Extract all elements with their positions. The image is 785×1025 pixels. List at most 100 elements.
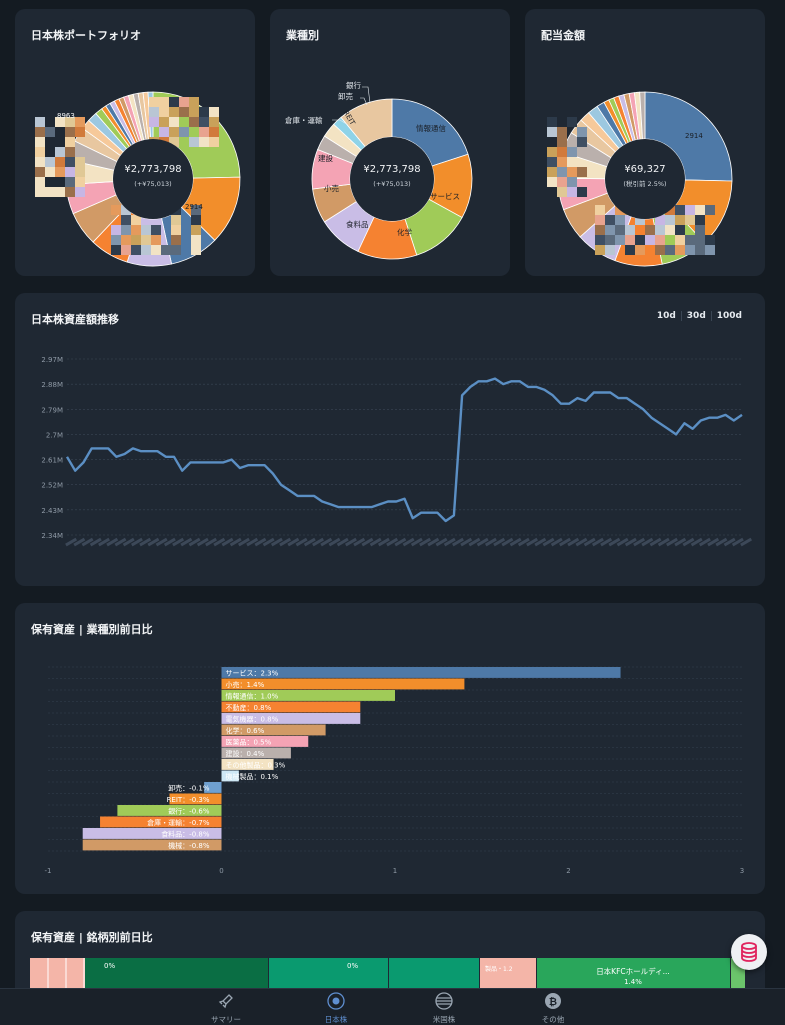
- sector-change-bar[interactable]: [221, 667, 621, 678]
- x-tick-label: [130, 537, 143, 547]
- sector-change-bar[interactable]: [221, 713, 361, 724]
- sector-change-bar[interactable]: [221, 770, 239, 782]
- x-tick-label: [427, 537, 440, 547]
- sector-change-bar[interactable]: [221, 736, 309, 747]
- x-tick-label: [452, 537, 464, 547]
- mosaic-pixel: [615, 235, 625, 245]
- x-tick-label: [633, 537, 646, 547]
- sector-center-sub: (+¥75,013): [373, 180, 410, 188]
- range-30d-button[interactable]: 30d: [680, 311, 711, 321]
- sector-change-bar[interactable]: [204, 782, 222, 793]
- mosaic-pixel: [695, 245, 705, 255]
- mosaic-pixel: [675, 225, 685, 235]
- sector-change-bar[interactable]: [82, 828, 222, 839]
- mosaic-pixel: [65, 177, 75, 187]
- sector-change-bar[interactable]: [221, 759, 274, 770]
- mosaic-pixel: [557, 137, 567, 147]
- x-tick-label: [73, 537, 86, 547]
- sector-change-bar[interactable]: [169, 793, 222, 805]
- range-100d-button[interactable]: 100d: [710, 311, 747, 321]
- history-title: 日本株資産額推移: [31, 313, 119, 326]
- portfolio-center-sub: (+¥75,013): [134, 180, 171, 188]
- mosaic-pixel: [685, 205, 695, 215]
- mosaic-pixel: [655, 245, 665, 255]
- sector-label-service: サービス: [430, 192, 460, 201]
- sector-label-souko: 倉庫・運輸: [285, 115, 323, 125]
- mosaic-pixel: [35, 157, 45, 167]
- mosaic-pixel: [547, 127, 557, 137]
- stock-change-treemap[interactable]: 0% 0% 製品・1.2 日本KFCホールディ... 1.4%: [15, 911, 765, 1001]
- mosaic-pixel: [567, 117, 577, 127]
- sector-change-bar[interactable]: [221, 724, 326, 736]
- portfolio-label-8963: 8963: [57, 112, 75, 120]
- mosaic-pixel: [595, 235, 605, 245]
- mosaic-pixel: [65, 127, 75, 137]
- sector-change-bar[interactable]: [82, 839, 222, 851]
- sector-change-bar[interactable]: [221, 701, 361, 713]
- x-tick-label: [534, 537, 547, 547]
- sector-change-bar[interactable]: [221, 747, 291, 759]
- sector-change-bar[interactable]: [221, 690, 396, 701]
- x-tick-label: [196, 537, 209, 547]
- asset-history-line-chart[interactable]: 2.97M 2.88M 2.79M 2.7M 2.61M 2.52M 2.43M 2.34M: [15, 293, 765, 586]
- sector-change-bar[interactable]: [221, 678, 465, 690]
- treemap-tile[interactable]: [85, 958, 268, 988]
- x-tick-label: [567, 537, 580, 547]
- treemap-tile[interactable]: [389, 958, 479, 988]
- treemap-tile[interactable]: [480, 958, 536, 988]
- x-tick-label: [723, 537, 736, 547]
- mosaic-pixel: [567, 177, 577, 187]
- treemap-tile-label: 0%: [104, 962, 115, 970]
- sector-change-bar-label: 小売：1.4%: [226, 680, 265, 689]
- mosaic-pixel: [567, 167, 577, 177]
- nav-us-stocks[interactable]: 米国株: [404, 992, 484, 1025]
- x-tick-label: [394, 537, 407, 547]
- x-tick-label: [542, 537, 555, 547]
- sector-center-value: ¥2,773,798: [363, 164, 420, 175]
- asset-history-series-line[interactable]: [65, 377, 743, 523]
- mosaic-pixel: [695, 205, 705, 215]
- mosaic-pixel: [665, 215, 675, 225]
- stock-change-title: 保有資産 | 銘柄別前日比: [31, 931, 153, 944]
- x-tick-label: 3: [740, 867, 744, 875]
- sector-change-bar-label: 卸売：-0.1%: [168, 784, 210, 793]
- nav-others[interactable]: ₿ その他: [513, 992, 593, 1025]
- mosaic-pixel: [557, 127, 567, 137]
- x-tick-label: [591, 537, 604, 547]
- svg-text:₿: ₿: [549, 996, 557, 1008]
- x-tick-label: [690, 537, 703, 547]
- portfolio-donut[interactable]: ¥2,773,798 (+¥75,013) 8963 2914: [15, 9, 255, 276]
- mosaic-pixel: [169, 97, 179, 107]
- x-tick-label: 2: [566, 867, 570, 875]
- mosaic-pixel: [111, 245, 121, 255]
- mosaic-pixel: [121, 215, 131, 225]
- sector-change-bar-chart[interactable]: サービス：2.3% 小売：1.4% 情報通信：1.0% 不動産：0.8% 電気機器：0.…: [15, 603, 765, 894]
- database-fab-button[interactable]: [731, 934, 767, 970]
- x-tick-label: [707, 537, 720, 547]
- nav-summary[interactable]: サマリー: [186, 992, 266, 1025]
- treemap-tile[interactable]: [269, 958, 388, 988]
- x-tick-label: [698, 537, 711, 547]
- x-tick-label: [674, 537, 687, 547]
- sector-donut[interactable]: ¥2,773,798 (+¥75,013) 情報通信 サービス 化学 食料品 小…: [270, 9, 510, 276]
- x-tick-label: [731, 537, 744, 547]
- x-tick-label: 0: [219, 867, 223, 875]
- nav-summary-label: サマリー: [211, 1015, 241, 1024]
- x-tick-label: [122, 537, 135, 547]
- mosaic-pixel: [45, 187, 55, 197]
- nav-japan-stocks[interactable]: 日本株: [296, 992, 376, 1025]
- range-10d-button[interactable]: 10d: [656, 311, 676, 321]
- mosaic-pixel: [35, 137, 45, 147]
- treemap-tile[interactable]: [537, 958, 730, 988]
- sector-change-bar-label: 機械製品：0.1%: [226, 772, 279, 781]
- mosaic-pixel: [171, 235, 181, 245]
- x-tick-label: [353, 537, 366, 547]
- sector-label-jouhou: 情報通信: [416, 123, 446, 133]
- x-tick-label: [139, 537, 152, 547]
- mosaic-pixel: [35, 117, 45, 127]
- dividend-donut[interactable]: ¥69,327 (税引前 2.5%) 2914: [525, 9, 765, 276]
- sector-change-bar[interactable]: [117, 805, 222, 816]
- mosaic-pixel: [705, 205, 715, 215]
- x-tick-label: -1: [45, 867, 52, 875]
- sector-change-bar[interactable]: [100, 816, 222, 828]
